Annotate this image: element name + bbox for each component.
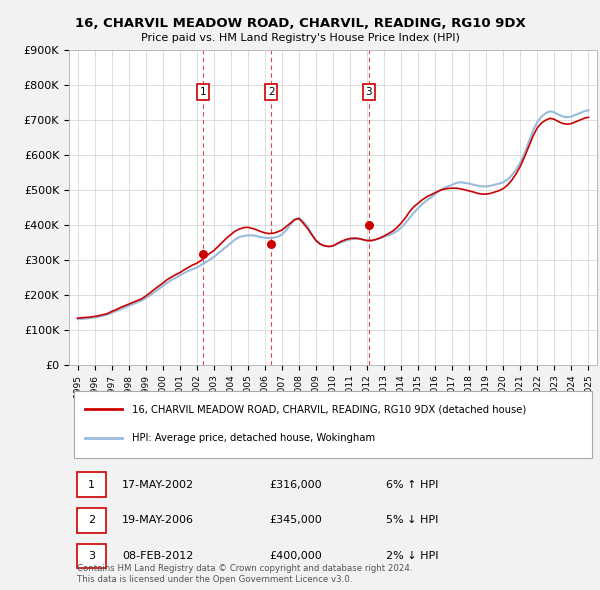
Text: 2: 2 [88,515,95,525]
Text: 08-FEB-2012: 08-FEB-2012 [122,551,193,561]
Text: Contains HM Land Registry data © Crown copyright and database right 2024.
This d: Contains HM Land Registry data © Crown c… [77,564,412,584]
Point [364,220,374,230]
Text: £345,000: £345,000 [269,515,322,525]
Text: 16, CHARVIL MEADOW ROAD, CHARVIL, READING, RG10 9DX: 16, CHARVIL MEADOW ROAD, CHARVIL, READIN… [74,17,526,30]
Text: 16, CHARVIL MEADOW ROAD, CHARVIL, READING, RG10 9DX (detached house): 16, CHARVIL MEADOW ROAD, CHARVIL, READIN… [133,404,527,414]
Text: 6% ↑ HPI: 6% ↑ HPI [386,480,438,490]
Text: 1: 1 [200,87,206,97]
FancyBboxPatch shape [77,473,106,497]
FancyBboxPatch shape [77,508,106,533]
Text: 3: 3 [365,87,372,97]
Text: £316,000: £316,000 [269,480,322,490]
Text: Price paid vs. HM Land Registry's House Price Index (HPI): Price paid vs. HM Land Registry's House … [140,34,460,43]
FancyBboxPatch shape [77,543,106,568]
Point [266,240,276,249]
Text: 17-MAY-2002: 17-MAY-2002 [122,480,194,490]
Text: 1: 1 [88,480,95,490]
Text: 2: 2 [268,87,275,97]
Text: £400,000: £400,000 [269,551,322,561]
Point [199,250,208,259]
Text: 19-MAY-2006: 19-MAY-2006 [122,515,194,525]
Text: 2% ↓ HPI: 2% ↓ HPI [386,551,438,561]
Text: HPI: Average price, detached house, Wokingham: HPI: Average price, detached house, Woki… [133,433,376,443]
FancyBboxPatch shape [74,391,592,458]
Text: 3: 3 [88,551,95,561]
Text: 5% ↓ HPI: 5% ↓ HPI [386,515,438,525]
